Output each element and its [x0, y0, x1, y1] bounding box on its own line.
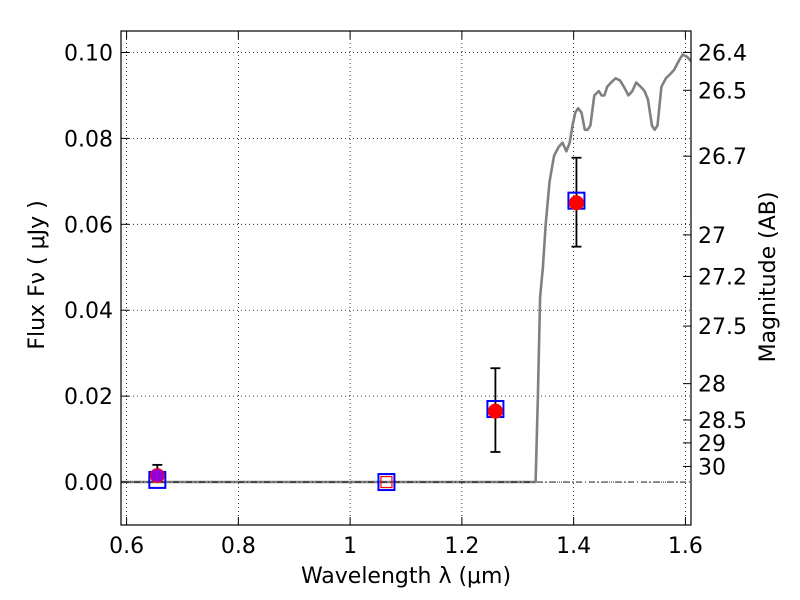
y-right-tick-label: 28.5: [698, 409, 747, 434]
model-flux-point: [150, 469, 164, 483]
y-axis-label: Flux Fν ( μJy ): [25, 200, 50, 349]
x-tick-label: 0.8: [221, 534, 256, 559]
y-right-tick-label: 28: [698, 373, 726, 398]
x-axis-label: Wavelength λ (μm): [301, 564, 511, 589]
y-axis-right-label: Magnitude (AB): [756, 192, 781, 363]
y-right-tick-label: 27.5: [698, 315, 747, 340]
y-right-tick-label: 29: [698, 432, 726, 457]
x-tick-label: 1.4: [556, 534, 591, 559]
model-flux-point: [568, 195, 584, 211]
y-tick-label: 0.02: [64, 385, 113, 410]
y-right-tick-label: 27.2: [698, 265, 747, 290]
model-spectrum-line: [121, 53, 692, 484]
model-flux-point: [487, 403, 503, 419]
y-right-tick-label: 26.4: [698, 41, 747, 66]
plot-frame: [120, 30, 692, 526]
y-tick-label: 0.00: [64, 471, 113, 496]
plot-area: [121, 53, 692, 492]
y-tick-label: 0.08: [64, 127, 113, 152]
y-tick-label: 0.06: [64, 213, 113, 238]
y-right-tick-label: 27: [698, 224, 726, 249]
axis-ticks: 0.6 0.8 1 1.2 1.4 1.6 0.00 0.02 0.04 0.06 0.08 0.10…: [64, 31, 747, 559]
x-tick-label: 1: [343, 534, 357, 559]
x-tick-label: 1.2: [444, 534, 479, 559]
model-flux-point: [380, 475, 393, 489]
observed-flux-square: [377, 473, 396, 492]
y-right-tick-label: 26.7: [698, 145, 747, 170]
x-tick-label: 0.6: [109, 534, 144, 559]
y-tick-label: 0.04: [64, 299, 113, 324]
y-tick-label: 0.10: [64, 41, 113, 66]
y-right-tick-label: 26.5: [698, 79, 747, 104]
x-tick-label: 1.6: [668, 534, 703, 559]
y-right-tick-label: 30: [698, 455, 726, 480]
